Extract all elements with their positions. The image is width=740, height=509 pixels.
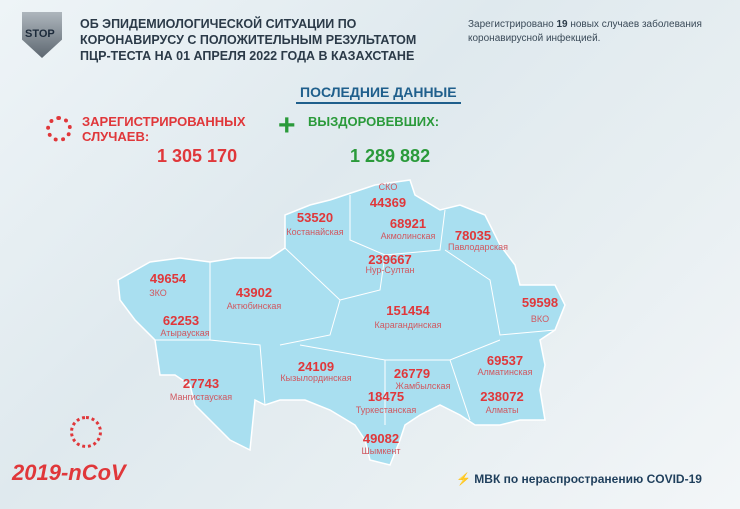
region-value: 151454 [386, 303, 430, 318]
plus-icon: + [278, 109, 296, 142]
registered-label: ЗАРЕГИСТРИРОВАННЫХ СЛУЧАЕВ: [82, 114, 246, 144]
region-name: Нур-Султан [365, 265, 415, 275]
region-name: Шымкент [361, 446, 401, 456]
region-name: Алматинская [477, 367, 533, 377]
new-cases-note: Зарегистрировано 19 новых случаев заболе… [468, 19, 702, 44]
virus-graphic-icon [70, 416, 102, 448]
region-value: 238072 [480, 389, 524, 404]
region-value: 78035 [454, 228, 492, 243]
registered-value: 1 305 170 [157, 146, 238, 166]
region-name: Атырауская [160, 328, 210, 338]
region-value: 44369 [369, 195, 407, 210]
region-name: Жамбылская [395, 381, 451, 391]
region-value: 26779 [393, 366, 431, 381]
region-name: ВКО [530, 314, 550, 324]
latest-data-heading: ПОСЛЕДНИЕ ДАННЫЕ [296, 84, 461, 104]
region-name: ЗКО [149, 288, 167, 298]
recovered-value: 1 289 882 [350, 146, 431, 166]
region-value: 43902 [235, 285, 273, 300]
region-value: 27743 [182, 376, 220, 391]
map-shape [117, 179, 566, 466]
region-value: 69537 [486, 353, 524, 368]
region-value: 62253 [162, 313, 200, 328]
ncov-label: 2019-nCoV [12, 460, 126, 485]
region-name: Мангистауская [169, 392, 233, 402]
region-value: 49654 [149, 271, 187, 286]
region-name: Костанайская [286, 227, 344, 237]
page-title: ОБ ЭПИДЕМИОЛОГИЧЕСКОЙ СИТУАЦИИ ПО КОРОНА… [80, 17, 417, 63]
region-name: СКО [378, 182, 398, 192]
region-value: 59598 [521, 295, 559, 310]
region-value: 18475 [367, 389, 405, 404]
region-name: Карагандинская [374, 320, 442, 330]
region-value: 53520 [296, 210, 334, 225]
region-name: Акмолинская [380, 231, 436, 241]
virus-icon [46, 116, 72, 142]
region-value: 68921 [389, 216, 427, 231]
mvk-footer: ⚡ МВК по нераспространению COVID-19 [456, 472, 702, 486]
region-value: 24109 [297, 359, 335, 374]
region-name: Алматы [485, 405, 519, 415]
recovered-label: ВЫЗДОРОВЕВШИХ: [308, 114, 440, 129]
region-name: Кызылординская [280, 373, 352, 383]
region-name: Актюбинская [226, 301, 282, 311]
region-value: 49082 [362, 431, 400, 446]
region-name: Туркестанская [355, 405, 417, 415]
region-value: 239667 [368, 252, 412, 267]
lightning-icon: ⚡ [456, 472, 471, 486]
region-name: Павлодарская [448, 242, 508, 252]
